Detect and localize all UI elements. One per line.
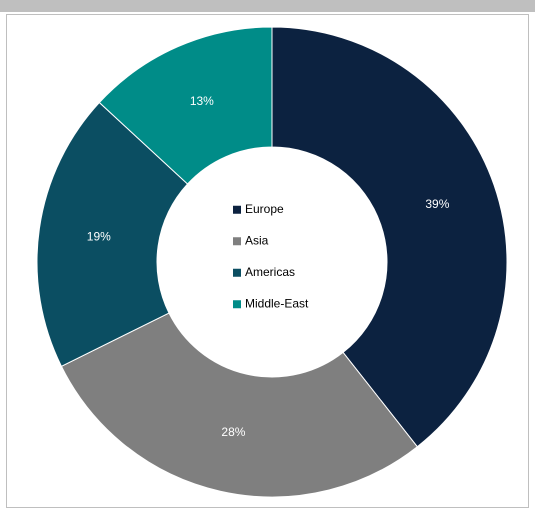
donut-slice	[36, 101, 189, 368]
legend-swatch	[233, 300, 241, 309]
donut-slice	[271, 26, 508, 448]
donut-slice	[98, 26, 273, 185]
legend-swatch	[233, 205, 241, 214]
data-label: 39%	[425, 197, 449, 211]
legend-swatch	[233, 237, 241, 246]
legend-label: Europe	[245, 202, 284, 216]
legend-label: Asia	[245, 233, 269, 247]
donut-slice	[60, 312, 418, 498]
legend-label: Americas	[245, 265, 295, 279]
legend-swatch	[233, 268, 241, 277]
data-label: 19%	[87, 229, 111, 243]
header-bar	[0, 0, 535, 12]
data-label: 13%	[190, 94, 214, 108]
legend-label: Middle-East	[245, 296, 309, 310]
data-label: 28%	[221, 425, 245, 439]
